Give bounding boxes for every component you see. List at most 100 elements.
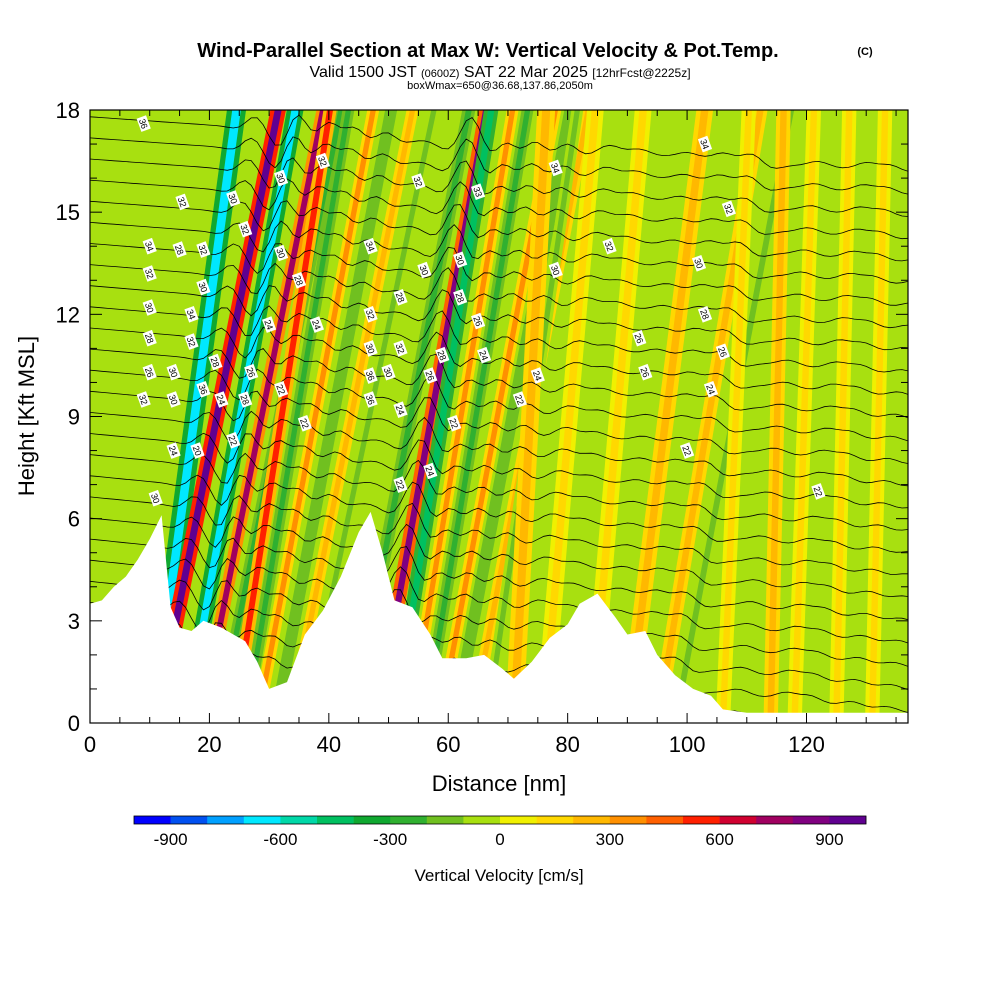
contour-label-box [411, 173, 426, 190]
contour-label: 32 [184, 333, 199, 350]
contour-label-text: 34 [698, 138, 711, 151]
contour-labels: 36 32 34 32 30 28 26 32 30 28 32 30 34 32 30 30 36 28 24 24… [136, 115, 826, 507]
colorbar-tick-label: 0 [495, 830, 504, 849]
contour-label-text: 30 [167, 393, 180, 406]
contour-label-box [363, 237, 378, 255]
updraft-core [540, 110, 600, 723]
theta-contour [90, 243, 908, 306]
colorbar-tick-label: -900 [154, 830, 188, 849]
contour-label-text: 32 [603, 240, 616, 253]
contour-label: 36 [196, 381, 211, 398]
theta-contour [90, 157, 908, 217]
contour-label: 30 [691, 255, 707, 272]
contour-label-text: 26 [716, 346, 729, 359]
theta-contour [90, 537, 908, 621]
contour-label: 30 [166, 363, 181, 381]
contour-label: 26 [715, 343, 730, 361]
updraft-core [287, 110, 416, 723]
colorbar-tick-label: -600 [263, 830, 297, 849]
contour-label: 24 [393, 401, 408, 418]
contour-label-text: 28 [394, 291, 407, 304]
updraft-core [272, 110, 394, 723]
contour-label-text: 30 [692, 257, 705, 270]
contour-label: 34 [363, 237, 378, 255]
contour-label-box [136, 391, 151, 408]
contour-label-box [208, 353, 223, 371]
contour-label-text: 22 [298, 417, 311, 430]
contour-label-text: 30 [364, 342, 377, 355]
theta-contour [90, 326, 908, 395]
contour-label-text: 30 [274, 247, 287, 260]
contour-label: 20 [190, 442, 205, 459]
theta-contour [90, 368, 908, 442]
contour-label: 30 [274, 244, 289, 262]
contour-label: 28 [453, 289, 468, 306]
contour-label-box [166, 363, 181, 381]
updraft-core [791, 110, 818, 723]
contour-label-text: 28 [209, 356, 222, 369]
contour-label-text: 24 [423, 465, 436, 478]
contour-label-box [196, 241, 211, 258]
contour-label: 32 [411, 173, 426, 190]
theta-contour [90, 390, 908, 464]
contour-label: 26 [471, 312, 486, 330]
contour-label-box [142, 299, 157, 316]
contour-label-box [548, 261, 563, 279]
contour-label-text: 32 [137, 393, 150, 406]
colorbar-segment [280, 816, 318, 824]
contour-label: 30 [166, 391, 181, 408]
chart-subtitle: Valid 1500 JST (0600Z) SAT 22 Mar 2025 [… [309, 64, 690, 81]
contour-label-text: 32 [176, 196, 189, 209]
contour-label: 24 [262, 316, 277, 333]
colorbar-ticks: -900 -600 -300 0 300 600 900 [154, 830, 844, 849]
y-tick-label: 9 [68, 405, 80, 430]
theta-contour [90, 348, 908, 419]
contour-label-box [291, 272, 307, 289]
contour-label-box [530, 367, 545, 384]
contour-label-text: 30 [226, 192, 239, 205]
colorbar-label: Vertical Velocity [cm/s] [414, 866, 583, 885]
contour-label-box [691, 255, 707, 272]
theta-contour [90, 474, 908, 553]
colorbar-segment [463, 816, 501, 824]
contour-label-text: 22 [812, 485, 825, 498]
contour-label: 30 [226, 190, 241, 207]
contour-label-box [811, 483, 826, 500]
x-tick-label: 120 [788, 732, 825, 757]
contour-label-text: 22 [394, 478, 407, 491]
contour-label-text: 24 [167, 444, 180, 457]
colorbar-segment [792, 816, 830, 824]
contour-label-text: 22 [447, 417, 460, 430]
contour-label: 30 [453, 251, 468, 269]
contour-label-text: 28 [143, 332, 156, 345]
contour-label-box [238, 391, 253, 408]
contour-label-text: 24 [394, 403, 407, 416]
contour-label-box [142, 265, 157, 282]
contour-label-text: 26 [638, 366, 651, 379]
contour-label-box [453, 289, 468, 306]
contour-label: 30 [274, 169, 289, 187]
chart-title-mark: (C) [857, 46, 873, 58]
colorbar-tick-label: 900 [815, 830, 843, 849]
colorbar-frame [133, 815, 867, 825]
contour-label-box [471, 183, 486, 200]
contour-label-text: 32 [394, 342, 407, 355]
contour-label-box [262, 316, 277, 333]
contour-label: 32 [196, 241, 211, 258]
contour-label-text: 32 [316, 155, 329, 168]
contour-label-text: 30 [549, 264, 562, 277]
updraft-core [242, 110, 352, 723]
contour-label-text: 30 [418, 264, 431, 277]
contour-label: 32 [393, 340, 408, 357]
contour-label: 33 [471, 183, 486, 200]
contour-label-text: 30 [274, 172, 287, 185]
contour-label-box [142, 363, 157, 381]
contour-label: 30 [417, 261, 432, 279]
contour-label-text: 26 [143, 366, 156, 379]
contour-label: 28 [208, 353, 223, 371]
updraft-core [421, 110, 531, 723]
contour-label-box [447, 415, 462, 432]
contour-label-box [297, 415, 312, 432]
contour-label-text: 24 [215, 393, 228, 406]
